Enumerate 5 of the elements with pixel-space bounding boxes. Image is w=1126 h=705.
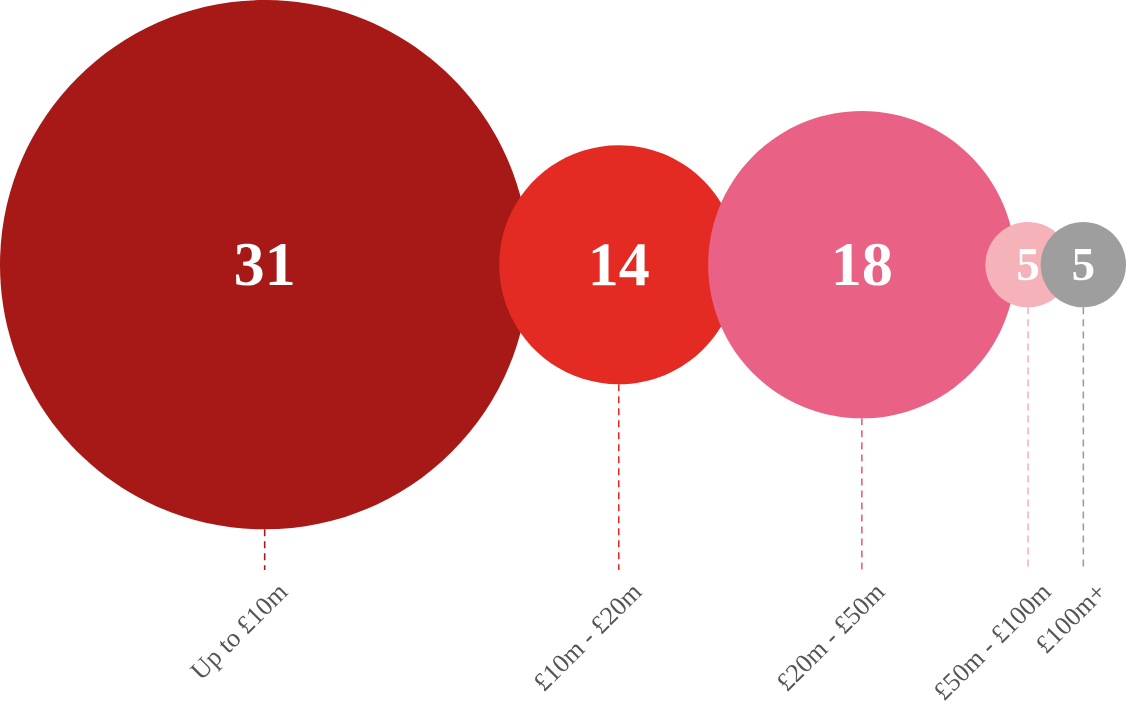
data-label: 5 bbox=[1073, 249, 1094, 281]
data-label: 14 bbox=[592, 244, 649, 286]
data-label: 18 bbox=[835, 243, 891, 286]
data-label: 5 bbox=[1018, 249, 1039, 281]
data-label: 31 bbox=[236, 243, 293, 286]
